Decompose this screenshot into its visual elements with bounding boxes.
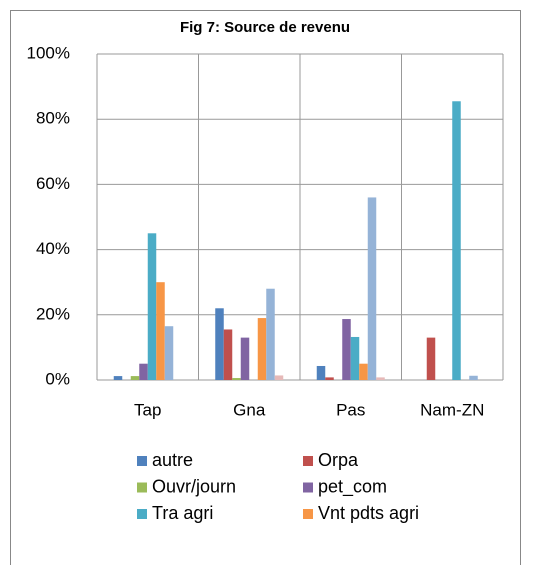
legend-label: Orpa (318, 450, 359, 470)
x-tick-label: Tap (134, 400, 161, 419)
bar (452, 101, 461, 381)
bar (139, 363, 148, 380)
legend-swatch (137, 456, 147, 466)
bar (257, 318, 267, 380)
bar (130, 376, 140, 380)
x-tick-label: Nam-ZN (420, 400, 484, 419)
legend-label: Tra agri (152, 503, 213, 523)
legend-swatch (303, 509, 313, 519)
legend-swatch (303, 482, 313, 493)
bar (113, 376, 123, 380)
legend-swatch (303, 456, 313, 466)
bar (350, 336, 360, 380)
y-tick-label: 100% (27, 43, 70, 62)
y-tick-label: 0% (45, 369, 70, 388)
x-tick-label: Gna (233, 400, 266, 419)
bar (164, 326, 174, 380)
bar (376, 377, 385, 380)
legend-swatch (137, 509, 147, 519)
y-tick-label: 20% (36, 304, 70, 323)
legend-label: Vnt pdts agri (318, 503, 419, 523)
bar (359, 363, 368, 380)
y-tick-label: 40% (36, 239, 70, 258)
legend-label: Ouvr/journ (152, 476, 236, 496)
bar (367, 197, 377, 380)
x-tick-label: Pas (336, 400, 365, 419)
bar (215, 308, 224, 380)
y-tick-label: 80% (36, 109, 70, 128)
bar (325, 377, 334, 380)
bar (240, 337, 250, 380)
chart-title: Fig 7: Source de revenu (180, 19, 350, 36)
bar (266, 288, 275, 380)
bar (469, 375, 478, 380)
legend-swatch (137, 482, 147, 493)
bar (223, 329, 233, 380)
bar (342, 319, 351, 380)
bar (232, 378, 241, 380)
bar (316, 365, 326, 380)
bar (426, 337, 436, 380)
y-tick-label: 60% (36, 174, 70, 193)
bar (156, 282, 165, 380)
chart-frame (10, 10, 521, 565)
legend-label: pet_com (318, 476, 387, 497)
legend-label: autre (152, 450, 193, 470)
bar (274, 375, 284, 380)
bar (147, 233, 157, 380)
